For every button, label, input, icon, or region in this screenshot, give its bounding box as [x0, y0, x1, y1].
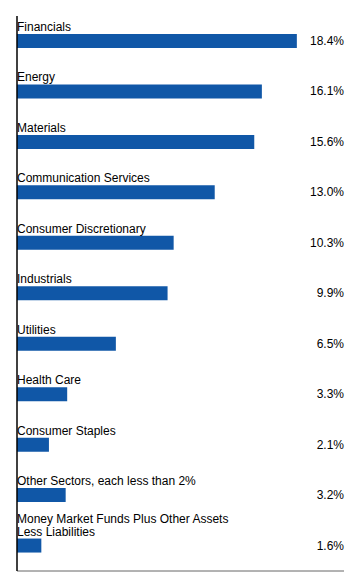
svg-text:Consumer Staples: Consumer Staples	[17, 424, 116, 438]
svg-text:1.6%: 1.6%	[317, 539, 345, 553]
svg-text:Money Market Funds Plus Other: Money Market Funds Plus Other AssetsLess…	[17, 512, 228, 539]
svg-text:3.3%: 3.3%	[317, 387, 345, 401]
svg-text:Industrials: Industrials	[17, 272, 72, 286]
svg-text:Utilities: Utilities	[17, 323, 56, 337]
svg-text:Other Sectors, each less than: Other Sectors, each less than 2%	[17, 474, 196, 488]
svg-text:2.1%: 2.1%	[317, 438, 345, 452]
svg-text:Consumer Discretionary: Consumer Discretionary	[17, 222, 146, 236]
svg-text:Health Care: Health Care	[17, 373, 81, 387]
svg-text:Materials: Materials	[17, 121, 66, 135]
svg-text:Financials: Financials	[17, 20, 71, 34]
svg-text:15.6%: 15.6%	[310, 135, 344, 149]
svg-text:13.0%: 13.0%	[310, 185, 344, 199]
svg-text:10.3%: 10.3%	[310, 236, 344, 250]
svg-text:6.5%: 6.5%	[317, 337, 345, 351]
svg-text:Energy: Energy	[17, 70, 55, 84]
svg-text:Communication Services: Communication Services	[17, 171, 150, 185]
svg-text:16.1%: 16.1%	[310, 84, 344, 98]
svg-text:18.4%: 18.4%	[310, 34, 344, 48]
svg-text:9.9%: 9.9%	[317, 286, 345, 300]
svg-text:3.2%: 3.2%	[317, 488, 345, 502]
